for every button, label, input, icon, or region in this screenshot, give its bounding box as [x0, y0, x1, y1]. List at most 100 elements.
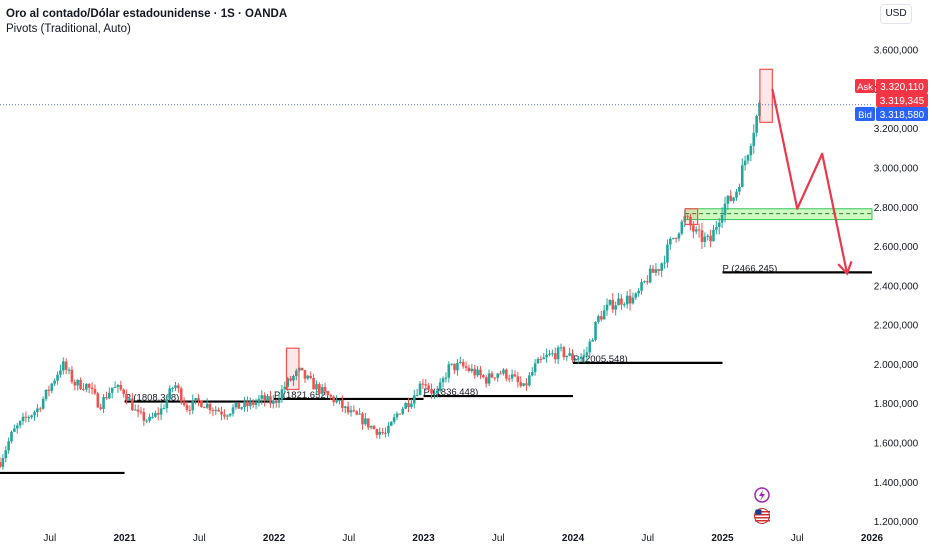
x-tick-label: 2025	[711, 533, 734, 544]
candle-body	[459, 361, 462, 363]
candle-body	[712, 229, 715, 242]
candle-body	[116, 385, 120, 387]
chart-title[interactable]: Oro al contado/Dólar estadounidense · 1S…	[6, 8, 288, 20]
candle-body	[139, 411, 143, 413]
candle-body	[689, 216, 692, 226]
currency-selector[interactable]: USD	[880, 4, 912, 24]
candle-body	[387, 425, 390, 434]
support-zone	[684, 208, 873, 221]
candle-body	[70, 369, 74, 382]
candle-body	[0, 462, 2, 467]
candle-body	[507, 378, 511, 380]
candle-body	[715, 227, 718, 230]
bid-tag-label: Bid	[858, 110, 872, 121]
x-tick-label: 2021	[113, 533, 136, 544]
candle-body	[735, 191, 738, 198]
us-flag-icon	[754, 508, 770, 524]
candle-body	[4, 450, 8, 459]
candle-body	[412, 395, 416, 404]
candle-body	[352, 410, 356, 412]
candle-body	[634, 293, 638, 298]
candle-body	[548, 353, 551, 355]
candle-body	[671, 237, 675, 239]
candle-body	[470, 368, 474, 371]
candle-body	[177, 385, 180, 389]
candle-body	[56, 374, 59, 381]
candle-body	[464, 366, 468, 368]
candle-body	[637, 290, 640, 294]
candle-body	[677, 233, 681, 239]
candle-body	[1, 458, 5, 467]
candle-body	[312, 377, 315, 390]
ask-tag-label: Ask	[857, 82, 873, 93]
candle-body	[597, 316, 600, 322]
candle-body	[326, 391, 330, 395]
candle-body	[614, 305, 617, 310]
candle-body	[438, 382, 442, 391]
candle-body	[263, 395, 266, 401]
candles	[0, 100, 761, 470]
candle-body	[447, 364, 451, 378]
candle-body	[366, 418, 370, 428]
candle-body	[205, 403, 209, 408]
candle-body	[651, 268, 655, 273]
highlight-box	[684, 208, 699, 226]
x-tick-label: Jul	[641, 533, 654, 544]
candle-body	[749, 145, 753, 156]
candle-body	[33, 412, 36, 416]
candle-body	[108, 392, 111, 399]
candle-body	[530, 371, 534, 376]
candle-body	[732, 197, 735, 201]
candle-body	[473, 368, 476, 376]
candle-body	[605, 304, 609, 311]
candle-body	[740, 165, 744, 187]
candle-body	[343, 406, 347, 408]
indicator-legend[interactable]: Pivots (Traditional, Auto)	[6, 23, 131, 35]
candle-body	[323, 387, 327, 392]
candle-body	[392, 417, 396, 422]
y-tick-label: 2.800,000	[874, 203, 919, 214]
bid-tag-label-bg	[855, 107, 875, 121]
candle-body	[571, 353, 574, 361]
candle-body	[277, 399, 281, 403]
candle-body	[528, 375, 531, 386]
candle-body	[220, 411, 223, 415]
candle-body	[625, 295, 629, 305]
candle-body	[303, 370, 307, 379]
pivot-label: P (1808.368)	[125, 393, 180, 404]
candle-body	[341, 399, 344, 408]
candle-body	[346, 406, 350, 413]
candle-body	[122, 389, 126, 395]
x-tick-label: 2024	[562, 533, 585, 544]
candle-body	[628, 295, 632, 304]
candle-body	[686, 216, 689, 218]
candle-body	[234, 402, 238, 408]
candle-body	[145, 420, 149, 422]
candle-body	[246, 401, 249, 407]
candle-body	[398, 413, 402, 415]
candle-body	[450, 363, 453, 365]
candle-body	[113, 386, 117, 388]
candle-body	[536, 358, 540, 364]
candle-body	[453, 363, 456, 371]
candle-body	[513, 374, 517, 377]
y-tick-label: 3.200,000	[874, 124, 919, 135]
candle-body	[128, 398, 131, 401]
candle-body	[516, 376, 520, 383]
candle-body	[484, 377, 488, 384]
candle-body	[562, 347, 566, 358]
candle-body	[654, 269, 658, 273]
candle-body	[680, 221, 684, 234]
candle-body	[700, 230, 704, 242]
candle-body	[254, 401, 258, 405]
x-tick-label: Jul	[342, 533, 355, 544]
candle-body	[197, 398, 200, 401]
y-tick-label: 2.200,000	[874, 321, 919, 332]
candle-body	[617, 298, 620, 306]
candle-body	[64, 361, 68, 370]
candle-body	[490, 373, 494, 378]
y-tick-label: 2.000,000	[874, 360, 919, 371]
candle-body	[553, 353, 557, 360]
candle-body	[608, 299, 612, 305]
